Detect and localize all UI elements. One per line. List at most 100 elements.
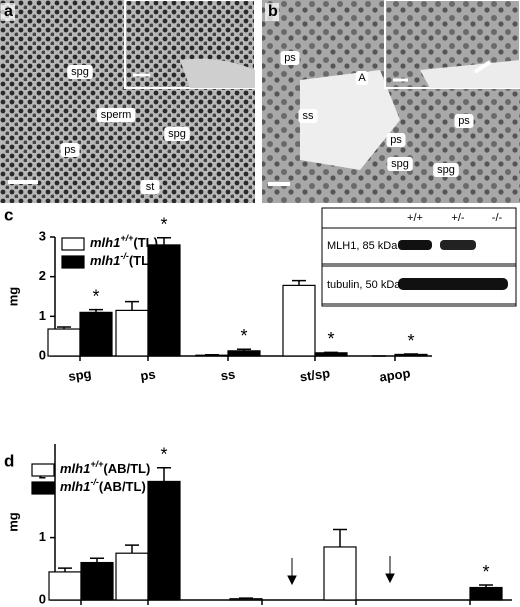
- cell-label: A: [358, 72, 366, 84]
- cell-label: ps: [458, 115, 470, 127]
- panel-letter: c: [4, 205, 13, 224]
- bar: [282, 284, 316, 357]
- significance-mark: *: [482, 562, 489, 582]
- cell-label: spg: [71, 66, 89, 78]
- legend-swatch: [61, 237, 85, 251]
- significance-mark: *: [407, 331, 414, 351]
- blot-column: +/+: [407, 212, 423, 224]
- western-blot: [321, 207, 517, 307]
- cell-label-bg: [60, 143, 80, 157]
- cell-label-bg: [67, 65, 93, 79]
- cell-label: spg: [168, 128, 186, 140]
- bar: [48, 571, 82, 601]
- y-axis-label: mg: [5, 512, 20, 532]
- panel-letter-bg: [1, 3, 15, 21]
- y-tick-label: 0: [39, 347, 46, 362]
- error-bar: [292, 279, 306, 286]
- error-bar: [58, 567, 72, 572]
- bar: [469, 586, 503, 601]
- bar: [147, 244, 181, 357]
- bar: [229, 598, 263, 601]
- cell-label: st: [146, 181, 155, 193]
- legend-suffix: (TL): [129, 253, 154, 268]
- cell-label: ps: [64, 144, 76, 156]
- significance-mark: *: [327, 329, 334, 349]
- y-tick-label: 0: [39, 591, 46, 606]
- error-bar: [125, 544, 139, 554]
- error-bar: [89, 308, 103, 313]
- significance-mark: *: [240, 326, 247, 346]
- bar: [227, 350, 261, 357]
- y-tick-label: 1: [39, 308, 46, 323]
- x-tick-label: ss: [220, 367, 236, 384]
- panel-letter-bg: [265, 3, 279, 21]
- bar: [80, 561, 114, 601]
- bar: [323, 546, 357, 601]
- panel-letter: b: [268, 3, 278, 20]
- panel-letter: d: [4, 451, 14, 470]
- legend-name: mlh1: [60, 479, 90, 494]
- legend-name: mlh1: [90, 253, 120, 268]
- y-tick-label: 1: [39, 529, 46, 544]
- legend-genotype: +/+: [90, 459, 104, 469]
- cell-label-bg: [298, 109, 318, 123]
- cell-label: spg: [437, 164, 455, 176]
- x-tick-label: spg: [67, 366, 92, 384]
- legend-swatch: [31, 463, 55, 477]
- legend-genotype: -/-: [120, 251, 129, 261]
- bar: [147, 480, 181, 601]
- legend-label: mlh1-/-(AB/TL): [60, 477, 146, 494]
- micrograph-a: [0, 0, 256, 203]
- error-bar: [157, 237, 171, 245]
- legend-genotype: -/-: [90, 477, 99, 487]
- bar: [115, 552, 149, 601]
- legend-label: mlh1+/+(TL): [90, 233, 158, 250]
- blot-row: MLH1, 85 kDa: [327, 240, 398, 252]
- legend-name: mlh1: [90, 235, 120, 250]
- legend-name: mlh1: [60, 461, 90, 476]
- x-tick-label: apop: [378, 365, 411, 384]
- cell-label-bg: [355, 71, 369, 85]
- legend-genotype: +/+: [120, 233, 134, 243]
- error-bar: [157, 466, 171, 482]
- cell-label-bg: [454, 114, 474, 128]
- zero-arrows: [287, 556, 395, 586]
- x-tick-label: ps: [139, 366, 156, 383]
- blot-column: -/-: [492, 212, 503, 224]
- panel-letter: a: [4, 3, 13, 20]
- error-bar: [479, 584, 493, 588]
- error-bar: [237, 348, 251, 351]
- significance-mark: *: [160, 215, 167, 235]
- cell-label-bg: [433, 163, 459, 177]
- bar: [47, 328, 81, 357]
- cell-label: ps: [284, 52, 296, 64]
- cell-label: ps: [390, 134, 402, 146]
- cell-label: sperm: [101, 109, 132, 121]
- cell-label-bg: [96, 108, 136, 122]
- legend-swatch: [31, 481, 55, 495]
- x-tick-label: st/sp: [299, 365, 331, 384]
- legend-suffix: (AB/TL): [103, 461, 150, 476]
- blot-column: +/-: [451, 212, 464, 224]
- legend-label: mlh1-/-(TL): [90, 251, 153, 268]
- error-bar: [125, 300, 139, 311]
- blot-row: tubulin, 50 kDa: [327, 279, 401, 291]
- legend-suffix: (AB/TL): [99, 479, 146, 494]
- bar: [79, 311, 113, 357]
- y-axis-label: mg: [5, 287, 20, 307]
- error-bar: [57, 326, 71, 330]
- cell-label-bg: [280, 51, 300, 65]
- bar: [115, 309, 149, 357]
- cell-label: ss: [303, 110, 315, 122]
- bar: [314, 352, 348, 357]
- error-bar: [90, 557, 104, 563]
- legend-suffix: (TL): [133, 235, 158, 250]
- significance-mark: *: [160, 444, 167, 464]
- legend-label: mlh1+/+(AB/TL): [60, 459, 150, 476]
- legend-swatch: [61, 255, 85, 269]
- cell-label-bg: [164, 127, 190, 141]
- y-tick-label: 2: [39, 268, 46, 283]
- micrograph-b: [262, 0, 520, 203]
- cell-label-bg: [387, 157, 413, 171]
